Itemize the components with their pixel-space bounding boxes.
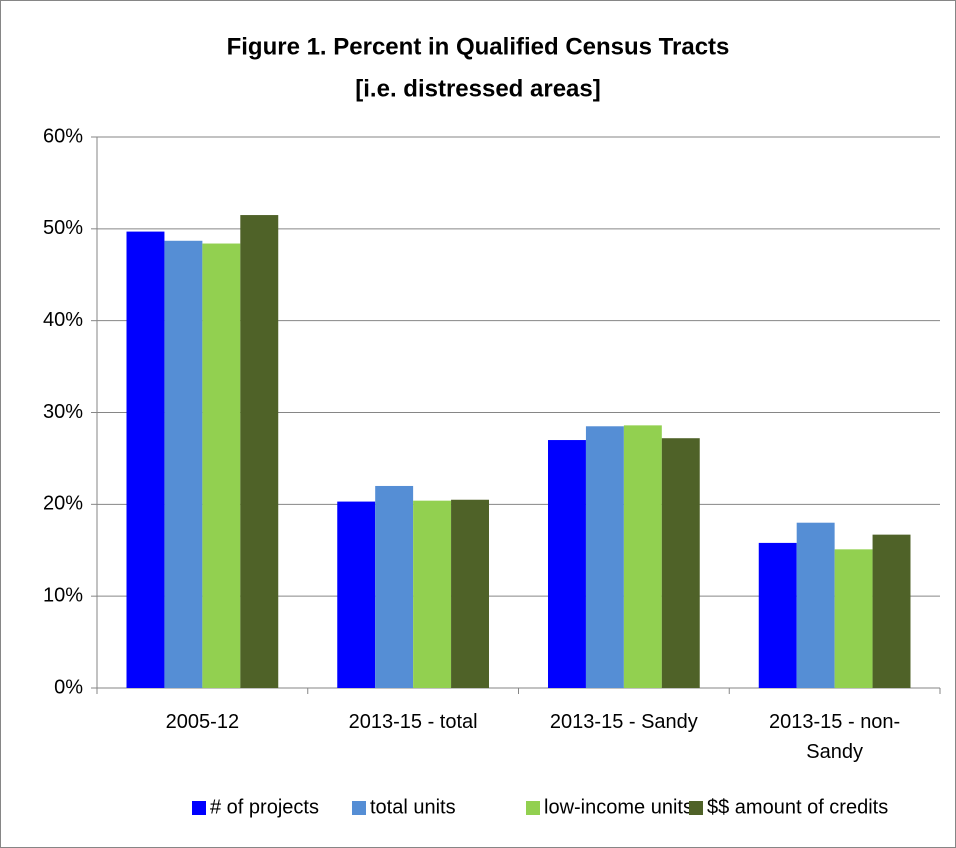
bar [202,243,241,688]
bar [661,438,700,688]
bar [164,240,203,688]
x-tick-label: 2013-15 - total [348,711,478,733]
bar [623,425,662,688]
legend-marker [352,801,366,815]
y-tick-label: 60% [43,125,83,147]
bar [834,549,873,688]
x-tick-label: 2013-15 - non-Sandy [769,711,901,763]
bar [413,500,452,688]
bar [796,522,835,688]
x-tick-label: 2005-12 [165,711,240,733]
legend-label: $$ amount of credits [707,796,888,818]
bar [548,440,586,688]
y-tick-label: 30% [43,401,83,423]
legend-marker [192,801,206,815]
y-tick-label: 0% [54,676,83,698]
bar [451,499,489,688]
x-tick-label-box: 2013-15 - total [348,711,478,733]
chart-title: [i.e. distressed areas] [355,75,600,102]
y-tick-label: 50% [43,217,83,239]
bar [585,426,624,688]
bar [872,534,911,688]
legend-label: low-income units [544,796,693,818]
y-tick-label: 20% [43,493,83,515]
x-tick-label-box: 2013-15 - non-Sandy [769,711,901,763]
bar [758,542,797,688]
bar [240,215,279,688]
x-tick-label-box: 2005-12 [165,711,240,733]
legend-label: total units [370,796,456,818]
legend-marker [526,801,540,815]
legend-marker [689,801,703,815]
bar [337,501,376,688]
x-tick-label-box: 2013-15 - Sandy [549,711,698,733]
chart-title: Figure 1. Percent in Qualified Census Tr… [227,33,730,60]
bar [126,231,165,689]
y-tick-label: 40% [43,309,83,331]
bar [375,485,414,688]
x-tick-label: 2013-15 - Sandy [549,711,698,733]
y-tick-label: 10% [43,584,83,606]
legend-label: # of projects [210,796,319,818]
